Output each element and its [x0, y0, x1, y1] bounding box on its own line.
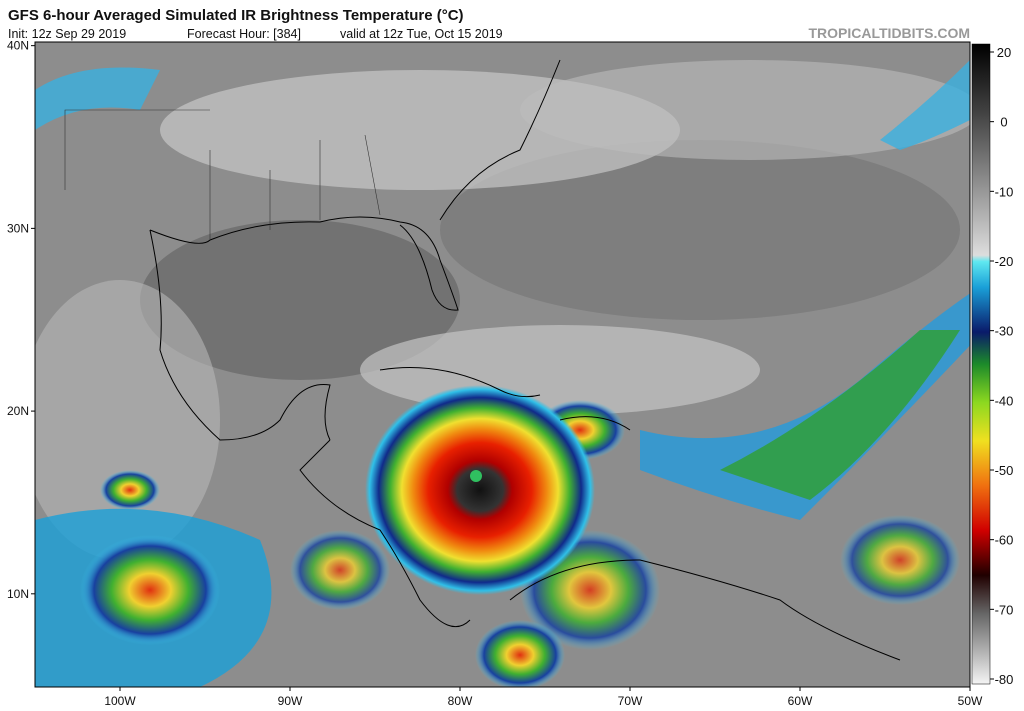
title: GFS 6-hour Averaged Simulated IR Brightn…	[8, 7, 464, 24]
colorbar-label: 0	[1000, 115, 1007, 130]
source: TROPICALTIDBITS.COM	[808, 25, 970, 41]
colorbar-label: -40	[995, 393, 1014, 408]
lat-label: 10N	[7, 587, 29, 601]
lon-label: 100W	[104, 694, 136, 706]
colorbar-label: -20	[995, 254, 1014, 269]
lon-label: 80W	[448, 694, 473, 706]
lon-label: 70W	[618, 694, 643, 706]
forecast-hour: Forecast Hour: [384]	[187, 27, 301, 41]
lon-label: 60W	[788, 694, 813, 706]
colorbar	[971, 43, 991, 685]
ir-imagery	[35, 42, 970, 687]
lon-label: 90W	[278, 694, 303, 706]
init: Init: 12z Sep 29 2019	[8, 27, 126, 41]
axes: 40N 30N 20N 10N 100W 90W 80W 70W 60W 50W 20 0 -10 -20…	[7, 39, 1014, 708]
colorbar-label: 20	[997, 45, 1011, 60]
colorbar-label: -30	[995, 324, 1014, 339]
lat-label: 40N	[7, 39, 29, 53]
lat-label: 30N	[7, 221, 29, 235]
colorbar-label: -50	[995, 463, 1014, 478]
colorbar-label: -60	[995, 533, 1014, 548]
colorbar-label: -80	[995, 672, 1014, 687]
colorbar-label: -70	[995, 602, 1014, 617]
map-frame	[34, 41, 971, 688]
lon-label: 50W	[958, 694, 983, 706]
valid-time: valid at 12z Tue, Oct 15 2019	[340, 27, 503, 41]
lat-label: 20N	[7, 404, 29, 418]
colorbar-label: -10	[995, 184, 1014, 199]
